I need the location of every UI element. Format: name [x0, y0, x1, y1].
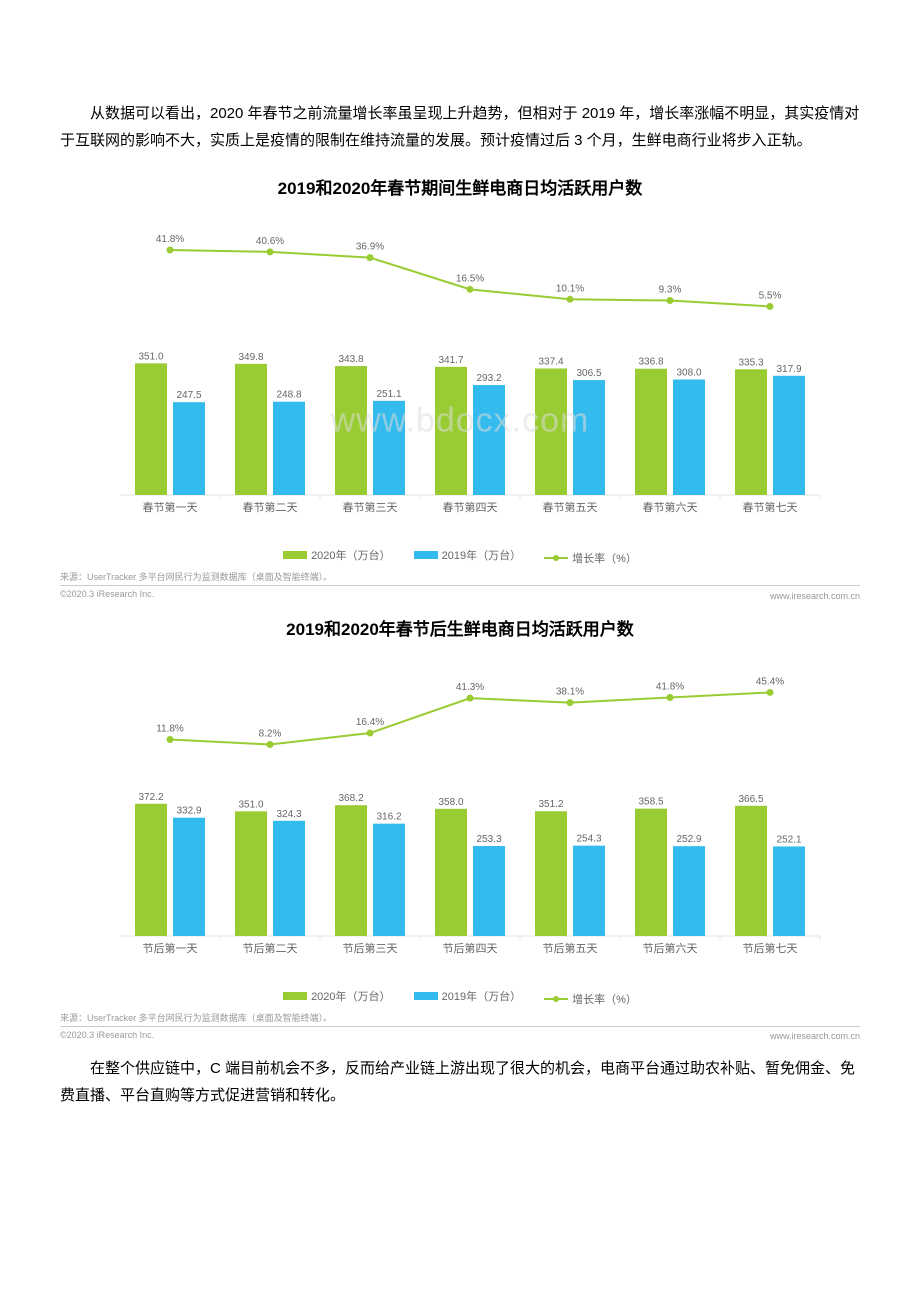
- svg-text:节后第五天: 节后第五天: [543, 941, 598, 955]
- svg-text:306.5: 306.5: [576, 368, 601, 379]
- chart-2-title: 2019和2020年春节后生鲜电商日均活跃用户数: [60, 615, 860, 640]
- svg-text:349.8: 349.8: [238, 352, 263, 363]
- svg-text:春节第五天: 春节第五天: [543, 500, 598, 514]
- svg-text:317.9: 317.9: [776, 364, 801, 375]
- chart-1-site: www.iresearch.com.cn: [770, 591, 860, 601]
- svg-text:春节第三天: 春节第三天: [343, 500, 398, 514]
- chart-during-spring-festival: 2019和2020年春节期间生鲜电商日均活跃用户数 351.0 247.5 春节第一…: [60, 174, 860, 601]
- chart-2-legend: 2020年（万台） 2019年（万台） 增长率（%）: [60, 988, 860, 1007]
- svg-text:节后第四天: 节后第四天: [443, 941, 498, 955]
- legend-item-2020: 2020年（万台）: [283, 988, 390, 1004]
- svg-text:324.3: 324.3: [276, 808, 301, 819]
- svg-text:351.0: 351.0: [138, 351, 163, 362]
- svg-text:351.2: 351.2: [538, 799, 563, 810]
- svg-text:358.0: 358.0: [438, 796, 463, 807]
- svg-text:343.8: 343.8: [338, 354, 363, 365]
- svg-text:节后第三天: 节后第三天: [343, 941, 398, 955]
- svg-text:春节第七天: 春节第七天: [743, 500, 798, 514]
- legend-label-2020: 2020年（万台）: [311, 988, 390, 1004]
- legend-label-2019: 2019年（万台）: [442, 988, 521, 1004]
- svg-text:254.3: 254.3: [576, 833, 601, 844]
- svg-text:316.2: 316.2: [376, 811, 401, 822]
- legend-label-growth: 增长率（%）: [572, 550, 637, 566]
- svg-text:春节第六天: 春节第六天: [643, 500, 698, 514]
- svg-text:节后第二天: 节后第二天: [243, 941, 298, 955]
- chart-2-meta: ©2020.3 iResearch Inc. www.iresearch.com…: [60, 1026, 860, 1042]
- chart-1-svg: 351.0 247.5 春节第一天 349.8 248.8 春节第二天 343.8 251.1…: [80, 205, 840, 545]
- svg-text:38.1%: 38.1%: [556, 686, 584, 697]
- paragraph-2: 在整个供应链中，C 端目前机会不多，反而给产业链上游出现了很大的机会，电商平台通…: [60, 1055, 860, 1109]
- chart-1-source: 来源：UserTracker 多平台网民行为监测数据库（桌面及智能终端）。: [60, 570, 860, 583]
- svg-text:372.2: 372.2: [138, 791, 163, 802]
- svg-text:10.1%: 10.1%: [556, 283, 584, 294]
- chart-2-copyright: ©2020.3 iResearch Inc.: [60, 1029, 154, 1042]
- legend-item-2020: 2020年（万台）: [283, 547, 390, 563]
- svg-text:335.3: 335.3: [738, 357, 763, 368]
- svg-text:341.7: 341.7: [438, 355, 463, 366]
- svg-text:16.4%: 16.4%: [356, 717, 384, 728]
- svg-text:41.3%: 41.3%: [456, 682, 484, 693]
- chart-2-source: 来源：UserTracker 多平台网民行为监测数据库（桌面及智能终端）。: [60, 1011, 860, 1024]
- svg-text:36.9%: 36.9%: [356, 242, 384, 253]
- svg-text:337.4: 337.4: [538, 356, 563, 367]
- chart-1-title: 2019和2020年春节期间生鲜电商日均活跃用户数: [60, 174, 860, 199]
- svg-text:368.2: 368.2: [338, 793, 363, 804]
- legend-label-growth: 增长率（%）: [572, 991, 637, 1007]
- legend-label-2019: 2019年（万台）: [442, 547, 521, 563]
- svg-text:336.8: 336.8: [638, 357, 663, 368]
- svg-text:节后第一天: 节后第一天: [143, 941, 198, 955]
- svg-text:251.1: 251.1: [376, 389, 401, 400]
- svg-text:351.0: 351.0: [238, 799, 263, 810]
- svg-text:40.6%: 40.6%: [256, 236, 284, 247]
- chart-1-meta: ©2020.3 iResearch Inc. www.iresearch.com…: [60, 585, 860, 601]
- legend-item-2019: 2019年（万台）: [414, 547, 521, 563]
- legend-label-2020: 2020年（万台）: [311, 547, 390, 563]
- chart-2-site: www.iresearch.com.cn: [770, 1031, 860, 1041]
- legend-item-growth: 增长率（%）: [544, 550, 637, 566]
- legend-item-growth: 增长率（%）: [544, 991, 637, 1007]
- svg-text:41.8%: 41.8%: [656, 681, 684, 692]
- svg-text:366.5: 366.5: [738, 793, 763, 804]
- svg-text:11.8%: 11.8%: [156, 723, 184, 734]
- svg-text:节后第七天: 节后第七天: [743, 941, 798, 955]
- svg-text:9.3%: 9.3%: [659, 285, 682, 296]
- svg-text:8.2%: 8.2%: [259, 728, 282, 739]
- chart-1-legend: 2020年（万台） 2019年（万台） 增长率（%）: [60, 547, 860, 566]
- svg-text:253.3: 253.3: [476, 834, 501, 845]
- svg-text:332.9: 332.9: [176, 805, 201, 816]
- svg-text:308.0: 308.0: [676, 368, 701, 379]
- svg-text:247.5: 247.5: [176, 390, 201, 401]
- svg-text:16.5%: 16.5%: [456, 273, 484, 284]
- svg-text:春节第二天: 春节第二天: [243, 500, 298, 514]
- chart-1-copyright: ©2020.3 iResearch Inc.: [60, 588, 154, 601]
- legend-item-2019: 2019年（万台）: [414, 988, 521, 1004]
- svg-text:春节第一天: 春节第一天: [143, 500, 198, 514]
- svg-text:节后第六天: 节后第六天: [643, 941, 698, 955]
- svg-text:252.1: 252.1: [776, 834, 801, 845]
- chart-2-svg: 372.2 332.9 节后第一天 351.0 324.3 节后第二天 368.2 316.2…: [80, 646, 840, 986]
- svg-text:春节第四天: 春节第四天: [443, 500, 498, 514]
- svg-text:45.4%: 45.4%: [756, 676, 784, 687]
- paragraph-1: 从数据可以看出，2020 年春节之前流量增长率虽呈现上升趋势，但相对于 2019…: [60, 100, 860, 154]
- chart-after-spring-festival: 2019和2020年春节后生鲜电商日均活跃用户数 372.2 332.9 节后第一天…: [60, 615, 860, 1042]
- svg-text:41.8%: 41.8%: [156, 234, 184, 245]
- document-page: 从数据可以看出，2020 年春节之前流量增长率虽呈现上升趋势，但相对于 2019…: [0, 0, 920, 1209]
- svg-text:293.2: 293.2: [476, 373, 501, 384]
- svg-text:248.8: 248.8: [276, 390, 301, 401]
- svg-text:252.9: 252.9: [676, 834, 701, 845]
- svg-text:5.5%: 5.5%: [759, 290, 782, 301]
- svg-text:358.5: 358.5: [638, 796, 663, 807]
